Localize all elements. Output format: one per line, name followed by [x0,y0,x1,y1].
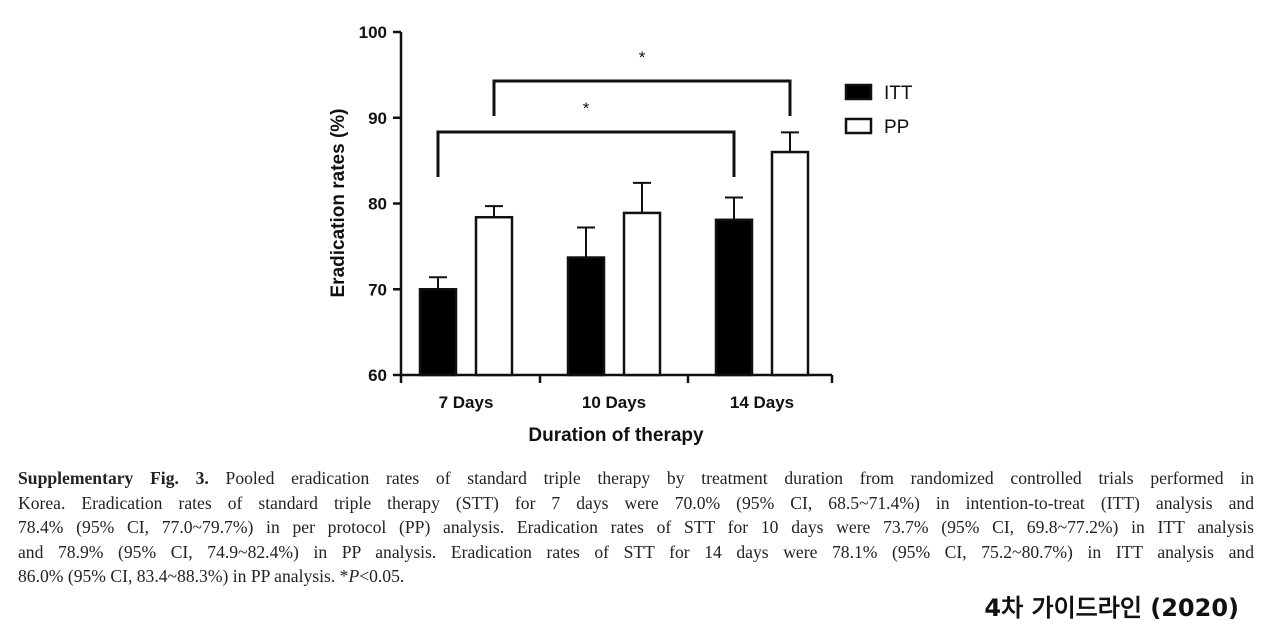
p-symbol: P [348,566,360,587]
figure-caption: Supplementary Fig. 3. Pooled eradication… [18,466,1254,589]
legend: ITT PP [844,83,913,138]
caption-text-1: Pooled eradication rates of standard tri… [225,468,1255,488]
y-tick-label: 70 [368,280,387,299]
y-tick-label: 60 [368,366,387,385]
bar-itt [714,218,754,377]
bar-pp [770,150,810,377]
y-axis: 60 70 80 90 100 [359,23,403,385]
significance-bracket [492,79,792,116]
guideline-label: 4차 가이드라인 (2020) [984,594,1239,622]
caption-line-5: 86.0% (95% CI, 83.4~88.3%) in PP analysi… [18,564,1254,589]
x-tick-label: 14 Days [730,393,794,412]
figure-label: Supplementary Fig. 3. [18,468,209,488]
legend-swatch-itt [844,83,873,101]
significance-bracket [436,130,736,177]
x-tick-label: 10 Days [582,393,646,412]
caption-text-5: 86.0% (95% CI, 83.4~88.3%) in PP analysi… [18,566,349,587]
caption-line-2: Korea. Eradication rates of standard tri… [18,492,1254,513]
y-tick-label: 80 [368,195,387,214]
bars [418,150,810,377]
legend-swatch-pp [844,117,873,135]
y-axis-title: Eradication rates (%) [328,109,349,298]
bar-pp [474,215,514,377]
caption-text-5b: <0.05. [359,566,405,587]
y-tick-label: 90 [368,109,387,128]
y-tick-label: 100 [359,23,387,42]
significance-label: * [639,48,646,67]
significance-brackets: ** [436,48,792,177]
caption-line-1: Supplementary Fig. 3. Pooled eradication… [18,466,1254,491]
bar-itt [566,256,606,377]
caption-line-4: and 78.9% (95% CI, 74.9~82.4%) in PP ana… [18,541,1254,562]
caption-line-3: 78.4% (95% CI, 77.0~79.7%) in per protoc… [18,517,1254,538]
x-axis-title: Duration of therapy [528,425,704,446]
legend-label-itt: ITT [884,83,913,104]
bar-itt [418,288,458,377]
x-tick-label: 7 Days [439,393,494,412]
significance-label: * [583,99,590,118]
legend-label-pp: PP [884,117,909,138]
x-axis: 7 Days 10 Days 14 Days [399,373,834,412]
bar-pp [622,211,662,377]
error-bars [429,131,799,290]
